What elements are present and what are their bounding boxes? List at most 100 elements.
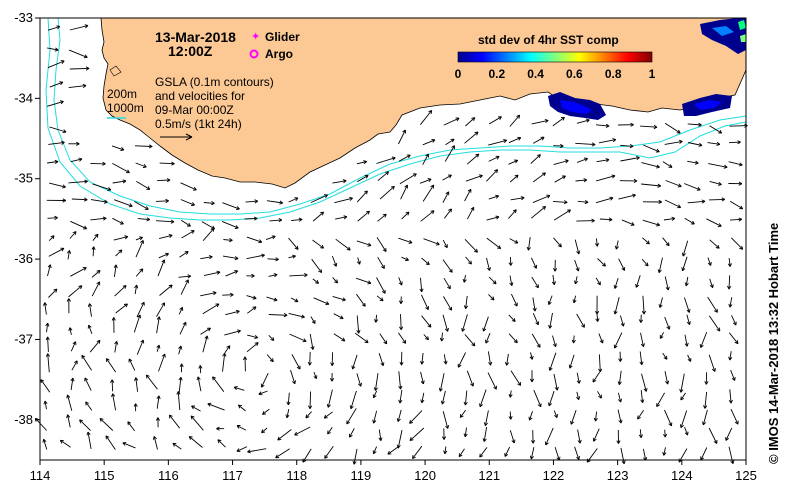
velocity-arrow: [510, 196, 525, 201]
velocity-arrow: [728, 446, 735, 465]
velocity-arrow: [346, 408, 357, 425]
velocity-arrow: [438, 373, 445, 392]
velocity-arrow: [68, 141, 80, 146]
velocity-arrow: [355, 277, 372, 285]
velocity-arrow: [703, 391, 708, 409]
velocity-arrow: [224, 329, 241, 336]
velocity-arrow: [638, 314, 644, 323]
velocity-arrow: [640, 124, 658, 130]
velocity-arrow: [421, 257, 430, 266]
velocity-arrow: [246, 273, 255, 278]
map-time: 12:00Z: [168, 43, 213, 59]
gsla-note-line1: GSLA (0.1m contours): [155, 75, 274, 89]
velocity-arrow: [288, 312, 305, 319]
velocity-arrow: [326, 389, 333, 408]
velocity-arrow: [529, 352, 534, 360]
velocity-arrow: [376, 277, 386, 294]
velocity-arrow: [553, 209, 571, 221]
velocity-arrow: [376, 295, 384, 302]
velocity-arrow: [46, 198, 67, 203]
velocity-arrow: [69, 24, 89, 31]
velocity-arrow: [554, 175, 566, 183]
velocity-arrow: [398, 371, 403, 390]
depth-label-200m: 200m: [107, 87, 137, 101]
velocity-arrow: [70, 157, 83, 163]
velocity-arrow: [532, 313, 540, 326]
velocity-arrow: [479, 389, 487, 408]
velocity-arrow: [87, 324, 93, 334]
velocity-arrow: [396, 430, 403, 449]
velocity-arrow: [730, 408, 739, 425]
velocity-arrow: [84, 377, 92, 391]
velocity-arrow: [105, 358, 117, 373]
velocity-arrow: [222, 255, 239, 261]
velocity-arrow: [291, 217, 303, 222]
velocity-arrow: [113, 199, 133, 208]
velocity-arrow: [442, 174, 452, 181]
velocity-arrow: [553, 410, 558, 418]
velocity-arrow: [356, 160, 367, 165]
velocity-arrow: [664, 371, 670, 385]
velocity-arrow: [442, 191, 450, 203]
velocity-arrow: [398, 277, 403, 286]
velocity-arrow: [508, 411, 513, 420]
velocity-arrow: [312, 278, 320, 284]
velocity-arrow: [642, 237, 650, 245]
velocity-arrow: [68, 327, 73, 335]
velocity-arrow: [158, 252, 169, 259]
velocity-arrow: [114, 284, 127, 297]
velocity-arrow: [356, 240, 372, 247]
velocity-arrow: [377, 171, 390, 182]
x-tick-label: 123: [607, 468, 629, 483]
velocity-arrow: [687, 160, 699, 165]
velocity-arrow: [728, 351, 733, 361]
velocity-arrow: [464, 238, 478, 253]
velocity-arrow: [68, 83, 87, 89]
velocity-arrow: [464, 334, 476, 347]
x-tick-label: 122: [543, 468, 565, 483]
velocity-arrow: [352, 448, 358, 465]
velocity-arrow: [574, 446, 580, 460]
velocity-arrow: [377, 256, 385, 269]
velocity-arrow: [349, 390, 357, 410]
velocity-arrow: [115, 303, 128, 314]
velocity-arrow: [444, 145, 455, 162]
velocity-arrow: [128, 358, 136, 371]
velocity-arrow: [530, 154, 541, 164]
velocity-arrow: [664, 316, 671, 330]
velocity-arrow: [420, 371, 425, 385]
velocity-arrow: [508, 333, 518, 344]
velocity-arrow: [399, 314, 404, 331]
velocity-arrow: [258, 390, 268, 396]
velocity-arrow: [222, 292, 234, 297]
bathymetry-contours: [45, 17, 747, 221]
velocity-arrow: [247, 306, 257, 314]
velocity-arrow: [699, 331, 708, 348]
velocity-arrow: [200, 327, 211, 335]
velocity-arrow: [324, 445, 334, 459]
velocity-arrow: [134, 201, 149, 210]
velocity-arrow: [571, 335, 576, 344]
y-tick-label: -34: [14, 90, 33, 105]
velocity-arrow: [136, 339, 145, 355]
velocity-arrow: [92, 183, 112, 192]
velocity-arrow: [159, 161, 175, 166]
velocity-arrow: [680, 392, 686, 401]
velocity-arrow: [180, 219, 191, 227]
velocity-arrow: [727, 258, 732, 267]
velocity-arrow: [707, 141, 721, 147]
velocity-arrow: [687, 199, 706, 204]
velocity-arrow: [483, 410, 489, 426]
velocity-arrow: [619, 315, 625, 327]
velocity-arrow: [728, 181, 743, 186]
velocity-arrow: [640, 332, 645, 347]
velocity-arrow: [620, 155, 640, 162]
y-tick-label: -36: [14, 251, 33, 266]
x-tick-label: 116: [158, 468, 179, 483]
velocity-arrow: [397, 129, 406, 145]
glider-label: Glider: [265, 30, 300, 44]
velocity-arrow: [504, 353, 510, 366]
x-tick-label: 121: [478, 468, 500, 483]
velocity-arrow: [532, 172, 546, 183]
gsla-note-line3: 09-Mar 00:00Z: [155, 103, 234, 117]
